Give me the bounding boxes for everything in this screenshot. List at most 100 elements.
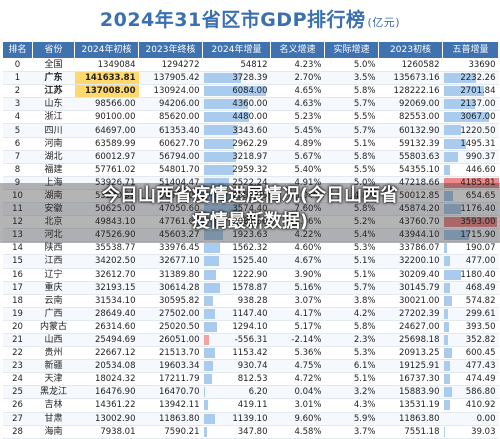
table-row: 14 陕西 35538.77 33976.45 1562.32 4.60% 5.3% 3378… bbox=[2, 241, 499, 256]
census-increment-cell: 352.82 bbox=[442, 333, 499, 348]
census-increment-cell-bar bbox=[443, 190, 454, 201]
nominal-growth-cell: 0.04% bbox=[270, 385, 325, 400]
census-increment-cell: 0.00 bbox=[442, 412, 499, 426]
gdp-2024-initial-cell: 7938.01 bbox=[74, 425, 139, 439]
census-increment-cell-value: 474.49 bbox=[465, 374, 496, 385]
table-row: 5 四川 64697.00 61353.40 3343.60 5.45% 5.7% 60132… bbox=[2, 123, 499, 138]
province-cell: 天津 bbox=[32, 372, 75, 387]
real-growth-cell: 5.7% bbox=[324, 97, 379, 112]
increment-cell: 1222.90 bbox=[202, 268, 271, 282]
census-increment-cell: 1495.31 bbox=[442, 137, 499, 151]
province-cell: 重庆 bbox=[32, 281, 75, 295]
increment-cell-value: 1222.90 bbox=[232, 269, 268, 280]
table-row: 3 山东 98566.00 94206.00 4360.00 4.63% 5.7% 92069… bbox=[2, 97, 499, 112]
census-increment-cell-value: 2232.26 bbox=[460, 73, 496, 84]
increment-cell: 6084.00 bbox=[202, 84, 271, 99]
gdp-2023-initial-cell: 13531.19 bbox=[378, 398, 443, 413]
province-cell: 安徽 bbox=[32, 202, 75, 217]
gdp-2024-initial-cell: 13002.90 bbox=[74, 412, 139, 426]
gdp-2024-initial-cell: 25494.69 bbox=[74, 333, 139, 348]
census-increment-cell-bar bbox=[443, 269, 461, 280]
table-row: 2 江苏 137008.00 130924.00 6084.00 4.65% 5.8% 128… bbox=[2, 84, 499, 99]
gdp-2023-final-cell: 31389.80 bbox=[138, 268, 203, 282]
table-row: 20 内蒙古 26314.60 25020.50 1294.10 5.17% 5.8% 246… bbox=[2, 320, 499, 334]
increment-cell-bar bbox=[203, 230, 224, 241]
real-growth-cell: 5.3% bbox=[324, 346, 379, 361]
increment-cell-value: 1294.10 bbox=[232, 321, 268, 332]
real-growth-cell: 5.0% bbox=[324, 58, 379, 73]
gdp-2023-final-cell: 33976.45 bbox=[138, 241, 203, 256]
gdp-2024-initial-cell: 32612.70 bbox=[74, 268, 139, 282]
real-growth-cell: 5.0% bbox=[324, 176, 379, 190]
census-increment-cell: 2232.26 bbox=[442, 71, 499, 86]
increment-cell-bar bbox=[203, 112, 250, 123]
province-cell: 河北 bbox=[32, 228, 75, 243]
table-row: 6 河南 63589.99 60627.70 2962.29 4.89% 5.1% 59132… bbox=[2, 137, 499, 151]
gdp-2024-initial-cell: 28649.40 bbox=[74, 307, 139, 321]
table-row: 0 全国 1349084 1294272 54812 4.23% 5.0% 1260582 33… bbox=[2, 58, 499, 73]
gdp-2023-initial-cell: 59132.39 bbox=[378, 137, 443, 151]
increment-cell-value: 1139.10 bbox=[232, 413, 268, 424]
increment-cell-value: 1923.63 bbox=[232, 230, 268, 241]
increment-cell: 1923.63 bbox=[202, 228, 271, 243]
increment-cell: 812.53 bbox=[202, 372, 271, 387]
increment-cell-bar bbox=[203, 73, 242, 84]
province-cell: 浙江 bbox=[32, 110, 75, 125]
rank-cell: 1 bbox=[2, 71, 33, 86]
census-increment-cell: 39.03 bbox=[442, 425, 499, 439]
province-cell: 新疆 bbox=[32, 359, 75, 374]
increment-cell-value: 930.74 bbox=[237, 361, 268, 372]
increment-cell-value: -556.31 bbox=[234, 335, 268, 346]
nominal-growth-cell: 9.60% bbox=[270, 412, 325, 426]
table-row: 23 新疆 20534.08 19603.34 930.74 4.75% 6.1% 19125… bbox=[2, 359, 499, 374]
census-increment-cell: 299.61 bbox=[442, 307, 499, 321]
increment-cell-bar bbox=[203, 400, 208, 411]
increment-cell: -556.31 bbox=[202, 333, 271, 348]
table-row: 13 河北 47526.90 45603.27 1923.63 4.22% 5.4% 4394… bbox=[2, 228, 499, 243]
rank-cell: 7 bbox=[2, 150, 33, 164]
gdp-2023-final-cell: 7590.21 bbox=[138, 425, 203, 439]
gdp-2023-initial-cell: 11863.80 bbox=[378, 412, 443, 426]
nominal-growth-cell: 5.40% bbox=[270, 163, 325, 177]
header-province: 省份 bbox=[32, 41, 75, 59]
header-rank: 排名 bbox=[2, 41, 33, 59]
increment-cell-value: 2522.24 bbox=[232, 177, 268, 188]
increment-cell-value: 812.53 bbox=[237, 374, 268, 385]
real-growth-cell: 2.3% bbox=[324, 333, 379, 348]
gdp-2024-initial-cell: 57761.02 bbox=[74, 163, 139, 177]
province-cell: 山西 bbox=[32, 333, 75, 348]
gdp-2023-final-cell: 13942.11 bbox=[138, 398, 203, 413]
increment-cell-bar bbox=[203, 138, 234, 149]
census-increment-cell-value: 477.43 bbox=[465, 361, 496, 372]
rank-cell: 5 bbox=[2, 123, 33, 138]
census-increment-cell-value: 446.60 bbox=[465, 164, 496, 175]
census-increment-cell-value: 600.45 bbox=[465, 348, 496, 359]
table-header-row: 排名 省份 2024年初核 2023年终核 2024年增量 名义增速 实际增速 … bbox=[2, 41, 499, 59]
title-text: 2024年31省区市GDP排行榜 bbox=[99, 9, 366, 31]
page-title: 2024年31省区市GDP排行榜 (亿元) bbox=[0, 0, 500, 40]
increment-cell-value: 419.11 bbox=[237, 400, 268, 411]
increment-cell-bar bbox=[203, 426, 208, 437]
increment-cell-bar bbox=[203, 151, 237, 162]
gdp-2023-initial-cell: 82553.00 bbox=[378, 110, 443, 125]
increment-cell: 930.74 bbox=[202, 359, 271, 374]
nominal-growth-cell: 4.23% bbox=[270, 58, 325, 73]
gdp-2023-initial-cell: 60132.90 bbox=[378, 123, 443, 138]
census-increment-cell: 2137.00 bbox=[442, 97, 499, 112]
table-row: 18 云南 31534.10 30595.82 938.28 3.07% 3.8% 30021… bbox=[2, 294, 499, 308]
census-increment-cell-value: 393.50 bbox=[465, 321, 496, 332]
nominal-growth-cell: 4.91% bbox=[270, 176, 325, 190]
province-cell: 江苏 bbox=[32, 84, 75, 99]
gdp-2023-final-cell: 60627.70 bbox=[138, 137, 203, 151]
increment-cell-value: 3574.40 bbox=[232, 204, 268, 215]
increment-cell: 938.28 bbox=[202, 294, 271, 308]
rank-cell: 17 bbox=[2, 281, 33, 295]
header-nominal-growth: 名义增速 bbox=[270, 41, 325, 59]
census-increment-cell: 410.92 bbox=[442, 398, 499, 413]
province-cell: 全国 bbox=[32, 58, 75, 73]
census-increment-cell-value: 468.49 bbox=[465, 282, 496, 293]
gdp-2024-initial-cell: 49843.10 bbox=[74, 215, 139, 230]
gdp-2023-final-cell: 32677.10 bbox=[138, 254, 203, 269]
census-increment-cell-bar bbox=[443, 138, 466, 149]
gdp-2023-initial-cell: 54355.10 bbox=[378, 163, 443, 177]
